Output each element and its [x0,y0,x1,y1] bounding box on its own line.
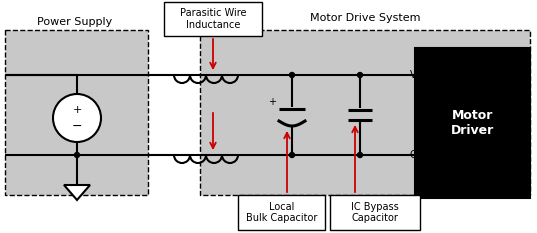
Bar [200,30,530,195]
Text: Parasitic Wire
Inductance: Parasitic Wire Inductance [180,8,246,30]
Text: +: + [72,105,82,115]
Circle shape [53,94,101,142]
Bar [164,2,262,36]
Polygon shape [64,185,90,200]
Bar [238,195,325,230]
Bar [415,48,530,198]
Text: Power Supply: Power Supply [38,17,113,27]
Circle shape [358,72,362,78]
Text: Motor Drive System: Motor Drive System [310,13,420,23]
Bar [330,195,420,230]
Text: Local
Bulk Capacitor: Local Bulk Capacitor [246,202,317,223]
Text: Motor
Driver: Motor Driver [451,109,494,137]
Circle shape [289,153,294,158]
Bar [5,30,148,195]
Text: +: + [268,97,276,107]
Text: −: − [72,120,82,133]
Text: GND: GND [410,150,432,160]
Text: VM: VM [410,70,425,80]
Circle shape [289,72,294,78]
Text: IC Bypass
Capacitor: IC Bypass Capacitor [351,202,399,223]
Circle shape [358,153,362,158]
Circle shape [75,153,79,158]
